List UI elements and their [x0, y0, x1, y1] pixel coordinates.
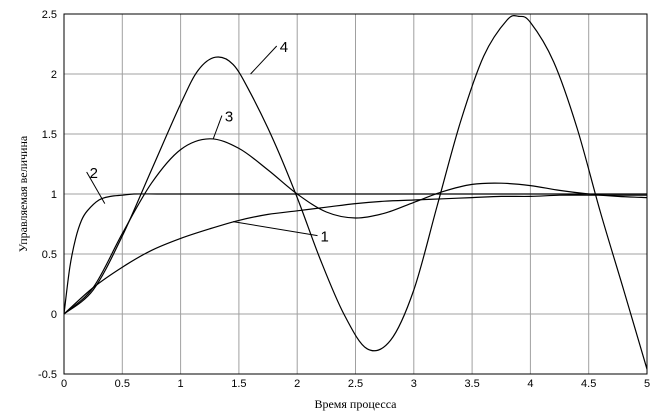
y-tick-label: -0.5 — [38, 369, 57, 381]
curves — [63, 14, 648, 370]
y-tick-label: 2 — [51, 69, 57, 81]
y-axis-title: Управляемая величина — [16, 135, 30, 252]
curve-label-leader — [232, 221, 318, 237]
x-tick-label: 2.5 — [348, 378, 363, 390]
curve-label-leader — [86, 171, 106, 204]
x-tick-label: 0 — [61, 378, 67, 390]
y-tick-label: 0.5 — [42, 249, 57, 261]
series-line-4 — [63, 14, 648, 370]
curve-label: 3 — [225, 109, 233, 126]
y-tick-label: 0 — [51, 309, 57, 321]
x-tick-label: 2 — [294, 378, 300, 390]
y-tick-labels: -0.5 0 0.5 1 1.5 2 2.5 — [38, 9, 57, 381]
x-tick-label: 1.5 — [231, 378, 246, 390]
curve-label: 2 — [90, 165, 98, 182]
x-tick-label: 3 — [411, 378, 417, 390]
x-axis-title: Время процесса — [314, 397, 397, 411]
y-tick-label: 1 — [51, 189, 57, 201]
x-tick-label: 4 — [527, 378, 533, 390]
x-tick-label: 4.5 — [581, 378, 596, 390]
y-tick-label: 2.5 — [42, 9, 57, 21]
curve-label-leader — [212, 115, 223, 139]
y-tick-label: 1.5 — [42, 129, 57, 141]
curve-labels: 1 2 3 4 — [90, 39, 329, 246]
curve-label: 4 — [280, 39, 288, 56]
x-tick-label: 3.5 — [464, 378, 479, 390]
series-line-2 — [63, 193, 647, 315]
series-line-3 — [63, 138, 648, 315]
curve-label: 1 — [321, 229, 329, 246]
x-tick-label: 0.5 — [115, 378, 130, 390]
label-leaders — [86, 45, 318, 237]
curve-label-leader — [250, 45, 278, 75]
x-tick-label: 1 — [178, 378, 184, 390]
x-tick-label: 5 — [644, 378, 650, 390]
series-line-1 — [63, 194, 647, 315]
plot-frame — [63, 13, 648, 375]
x-tick-labels: 0 0.5 1 1.5 2 2.5 3 3.5 4 4.5 5 — [61, 378, 650, 390]
